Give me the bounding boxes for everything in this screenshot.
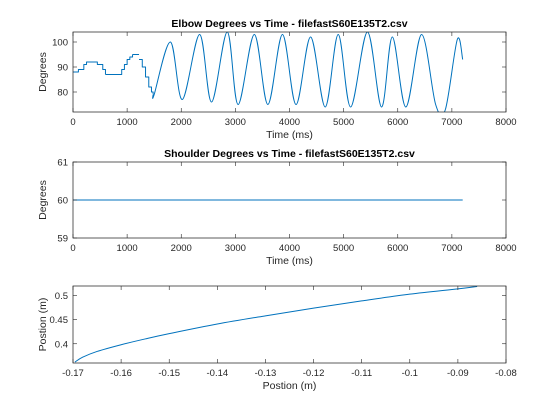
series-line-segment: [152, 32, 464, 112]
x-tick-label: 0: [70, 243, 75, 254]
series-line: [74, 286, 478, 363]
chart-title: Shoulder Degrees vs Time - filefastS60E1…: [164, 148, 415, 160]
y-tick-label: 60: [57, 196, 68, 207]
y-axis-label: Degrees: [37, 180, 49, 220]
series-line-segment: [119, 54, 134, 75]
x-tick-label: -0.14: [207, 368, 229, 379]
x-tick-label: 6000: [387, 243, 408, 254]
x-tick-label: -0.12: [303, 368, 325, 379]
series-line-segment: [139, 59, 154, 95]
y-axis-label: Postion (m): [37, 298, 49, 352]
x-tick-label: 3000: [225, 117, 246, 128]
x-tick-label: -0.08: [495, 368, 517, 379]
x-tick-label: 3000: [225, 243, 246, 254]
y-tick-label: 59: [57, 234, 68, 245]
axes-box: [72, 285, 507, 364]
x-axis-label: Postion (m): [263, 380, 317, 392]
x-tick-label: 7000: [441, 117, 462, 128]
chart-1: 0 1000 2000 3000 4000 5000 6000 7000 8000 80 90 100…: [37, 18, 517, 141]
x-tick-label: -0.11: [351, 368, 372, 379]
x-tick-label: 1000: [117, 117, 138, 128]
x-tick-label: 2000: [171, 117, 192, 128]
plot-area: [73, 286, 506, 363]
series-line-segment: [73, 61, 106, 75]
x-tick-label: 0: [70, 117, 75, 128]
x-tick-label: 6000: [387, 117, 408, 128]
x-tick-label: 4000: [279, 117, 300, 128]
x-tick-label: 5000: [333, 243, 354, 254]
x-tick-label: -0.16: [110, 368, 132, 379]
chart-title: Elbow Degrees vs Time - filefastS60E135T…: [171, 18, 407, 30]
x-tick-label: -0.13: [255, 368, 277, 379]
x-axis-label: Time (ms): [266, 255, 313, 267]
x-tick-label: 1000: [117, 243, 138, 254]
x-tick-label: 7000: [441, 243, 462, 254]
x-tick-label: 8000: [495, 243, 516, 254]
y-tick-label: 0.45: [50, 315, 69, 326]
chart-2: 0 1000 2000 3000 4000 5000 6000 7000 8000 59 60 61 S…: [37, 148, 517, 267]
y-tick-label: 90: [57, 63, 68, 74]
chart-3: -0.17 -0.16 -0.15 -0.14 -0.13 -0.12 -0.11 -0.1 -…: [37, 285, 517, 392]
x-axis-label: Time (ms): [266, 129, 313, 141]
x-tick-label: 8000: [495, 117, 516, 128]
x-tick-label: -0.1: [402, 368, 418, 379]
y-tick-label: 61: [57, 158, 68, 169]
y-tick-label: 0.4: [55, 339, 68, 350]
x-tick-label: 4000: [279, 243, 300, 254]
y-tick-label: 100: [52, 38, 68, 49]
series-group: [74, 286, 478, 363]
x-tick-label: -0.09: [447, 368, 469, 379]
x-tick-label: 2000: [171, 243, 192, 254]
x-tick-label: -0.17: [62, 368, 84, 379]
y-axis-label: Degrees: [37, 52, 49, 92]
x-tick-label: 5000: [333, 117, 354, 128]
y-tick-label: 80: [57, 88, 68, 99]
y-tick-label: 0.5: [55, 291, 68, 302]
series-group: [73, 32, 464, 112]
x-tick-label: -0.15: [158, 368, 180, 379]
